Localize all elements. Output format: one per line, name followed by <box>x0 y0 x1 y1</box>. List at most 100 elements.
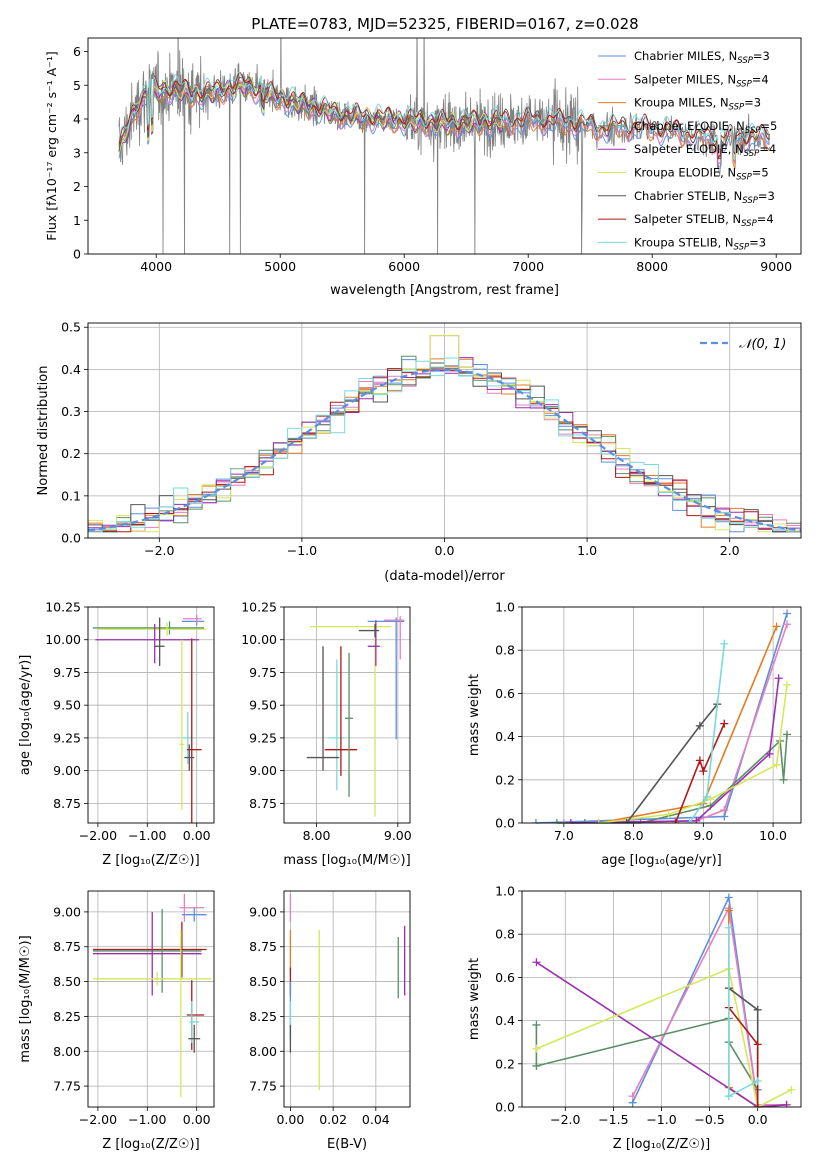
y-tick-label: 0.6 <box>495 970 515 985</box>
x-tick-label: −1.00 <box>128 1112 166 1127</box>
y-tick-label: 0.0 <box>495 816 515 831</box>
x-tick-label: 8000 <box>636 259 668 274</box>
y-axis-label: age [log₁₀(age/yr)] <box>18 655 33 776</box>
x-axis-label: wavelength [Angstrom, rest frame] <box>330 283 559 298</box>
x-tick-label: 2.0 <box>720 543 740 558</box>
y-tick-label: 6 <box>73 44 81 59</box>
weight-marker <box>695 756 704 765</box>
weight-marker <box>774 674 783 683</box>
y-tick-label: 0.2 <box>61 446 81 461</box>
axes-age_vs_Z: −2.00 −1.00 0.00 8.75 9.00 9.25 9.50 9.75 10.00 1… <box>45 600 214 843</box>
weight-marker <box>702 793 711 802</box>
plots-layer: 4000 5000 6000 7000 8000 9000 0 1 2 3 4 5 6 Chabrier … <box>18 37 802 1152</box>
x-tick-label: 9000 <box>760 259 792 274</box>
weight-marker <box>782 1100 791 1107</box>
y-tick-label: 10.00 <box>45 632 81 647</box>
weight-marker <box>753 1040 762 1049</box>
x-tick-label: 6000 <box>388 259 420 274</box>
legend-label: Salpeter STELIB, NSSP=4 <box>634 212 774 229</box>
x-tick-label: 8.0 <box>624 828 644 843</box>
y-tick-label: 8.00 <box>249 1044 277 1059</box>
x-tick-label: 9.00 <box>384 828 412 843</box>
y-tick-label: 8.75 <box>53 939 81 954</box>
weight-marker <box>772 760 781 769</box>
weight-marker <box>720 719 729 728</box>
axes-mass_vs_Z: −2.00 −1.00 0.00 7.75 8.00 8.25 8.50 8.75 9.00 <box>53 891 214 1127</box>
x-tick-label: 0.02 <box>319 1112 347 1127</box>
y-tick-label: 9.00 <box>53 904 81 919</box>
weight-marker <box>532 1020 541 1029</box>
weight-marker <box>753 1103 762 1107</box>
y-tick-label: 0.2 <box>495 1056 515 1071</box>
x-tick-label: −2.00 <box>79 828 117 843</box>
y-tick-label: 0.1 <box>61 488 81 503</box>
legend-label: 𝒩(0, 1) <box>739 337 786 352</box>
y-tick-label: 0.3 <box>61 404 81 419</box>
y-axis-label: mass [log₁₀(M/M☉)] <box>18 935 33 1062</box>
y-tick-label: 8.75 <box>249 939 277 954</box>
x-tick-label: 4000 <box>140 259 172 274</box>
legend-label: Kroupa ELODIE, NSSP=5 <box>634 166 769 183</box>
y-tick-label: 5 <box>73 78 81 93</box>
y-tick-label: 9.75 <box>53 665 81 680</box>
y-tick-label: 0.4 <box>61 362 81 377</box>
axes-frame <box>521 890 802 1108</box>
y-tick-label: 9.00 <box>249 904 277 919</box>
y-tick-label: 1.0 <box>495 884 515 899</box>
weight-marker <box>772 622 781 631</box>
weight-marker <box>695 721 704 730</box>
legend-label: Kroupa MILES, NSSP=3 <box>634 96 761 113</box>
x-axis-label: age [log₁₀(age/yr)] <box>601 853 722 868</box>
x-tick-label: 10.0 <box>759 828 787 843</box>
spectrum-model-line <box>118 75 504 155</box>
y-tick-label: 0.5 <box>61 320 81 335</box>
spectrum-model-line <box>118 71 771 160</box>
legend-label: Salpeter MILES, NSSP=4 <box>634 72 769 89</box>
weight-marker <box>783 609 792 618</box>
weight-marker <box>753 1005 762 1014</box>
x-tick-label: −2.00 <box>79 1112 117 1127</box>
y-tick-label: 9.75 <box>249 665 277 680</box>
weight-marker <box>724 923 733 932</box>
weight-marker <box>559 819 568 823</box>
legend-label: Chabrier ELODIE, NSSP=5 <box>634 119 777 136</box>
y-tick-label: 10.25 <box>45 600 81 615</box>
x-tick-label: −1.0 <box>287 543 317 558</box>
spectrum-model-line <box>118 71 771 160</box>
y-tick-label: 7.75 <box>249 1079 277 1094</box>
x-tick-label: −2.0 <box>550 1112 580 1127</box>
y-axis-label: mass weight <box>467 674 482 756</box>
y-tick-label: 0.0 <box>61 531 81 546</box>
axes-frame <box>87 322 802 539</box>
axes-frame <box>87 606 215 824</box>
axes-spectrum: 4000 5000 6000 7000 8000 9000 0 1 2 3 4 5 6 <box>73 44 792 274</box>
y-tick-label: 0.4 <box>495 729 515 744</box>
weight-marker <box>594 819 603 823</box>
axes-frame <box>283 606 411 824</box>
x-tick-label: 8.00 <box>303 828 331 843</box>
weight-marker <box>636 819 645 823</box>
x-tick-label: 7000 <box>512 259 544 274</box>
axes-frame <box>87 890 215 1108</box>
axes-mass_vs_EBV: 0.00 0.02 0.04 7.75 8.00 8.25 8.50 8.75 9.00 <box>249 891 410 1127</box>
y-tick-label: 0.8 <box>495 927 515 942</box>
weight-marker <box>552 819 561 823</box>
weight-marker <box>580 819 589 823</box>
y-tick-label: 7.75 <box>53 1079 81 1094</box>
weight-marker <box>724 906 733 915</box>
y-axis-label: Normed distribution <box>36 366 51 496</box>
weight-marker <box>779 775 788 784</box>
weight-marker <box>628 1092 637 1101</box>
spectrum-model-line <box>118 79 771 166</box>
y-tick-label: 9.50 <box>249 698 277 713</box>
weight-marker <box>783 620 792 629</box>
y-tick-label: 9.25 <box>53 730 81 745</box>
weight-marker <box>724 1092 733 1101</box>
y-tick-label: 8.50 <box>53 974 81 989</box>
x-tick-label: −1.00 <box>128 828 166 843</box>
y-tick-label: 0.2 <box>495 772 515 787</box>
y-tick-label: 4 <box>73 112 81 127</box>
weight-line <box>631 905 787 1106</box>
axes-frame <box>87 37 802 255</box>
